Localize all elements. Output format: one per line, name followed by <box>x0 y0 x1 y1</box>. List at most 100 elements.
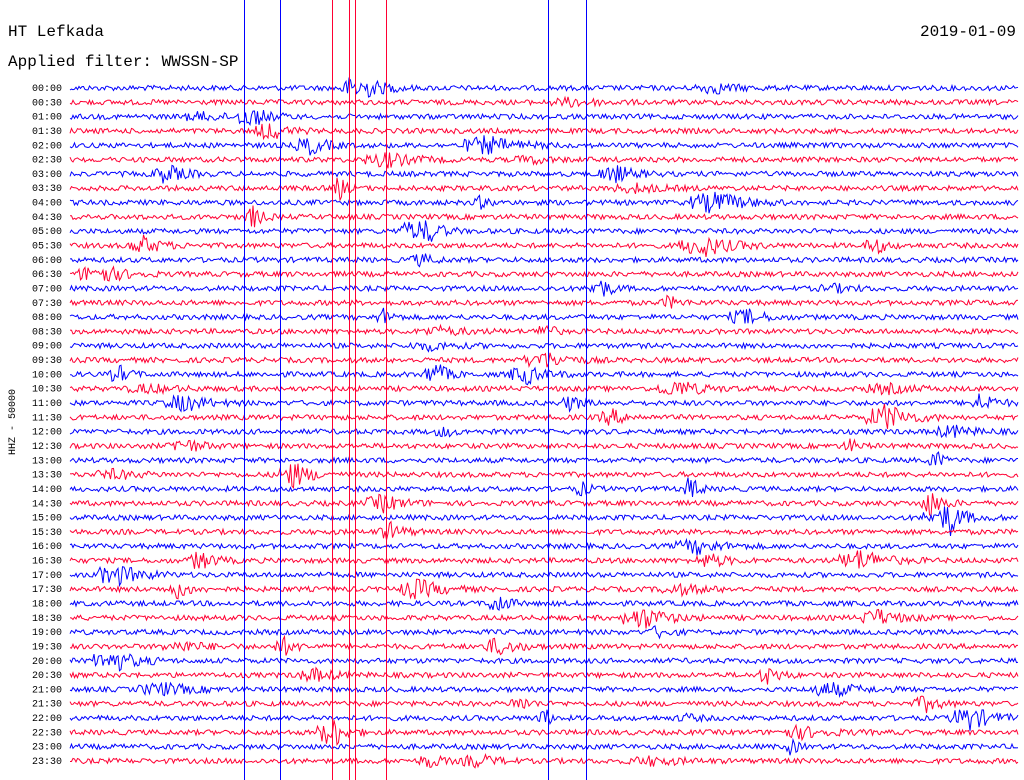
row-label: 17:30 <box>32 585 62 596</box>
trace <box>69 323 1019 337</box>
trace <box>69 737 1019 756</box>
trace <box>69 520 1019 541</box>
trace <box>69 191 1019 214</box>
trace <box>69 506 1019 537</box>
row-label: 08:00 <box>32 313 62 324</box>
row-label: 23:30 <box>32 757 62 768</box>
trace <box>70 753 1019 769</box>
row-label: 00:30 <box>32 98 62 109</box>
row-label: 18:00 <box>32 599 62 610</box>
trace <box>69 596 1019 612</box>
trace <box>69 341 1019 353</box>
trace <box>69 135 1019 156</box>
trace <box>69 550 1019 569</box>
trace <box>69 265 1019 282</box>
trace <box>69 451 1019 466</box>
trace <box>69 364 1019 386</box>
trace <box>69 634 1018 656</box>
row-label: 21:30 <box>32 700 62 711</box>
trace <box>69 280 1019 297</box>
row-label: 02:30 <box>32 156 62 167</box>
row-label: 03:30 <box>32 184 62 195</box>
row-label: 09:30 <box>32 356 62 367</box>
trace <box>69 393 1019 413</box>
row-label: 19:30 <box>32 642 62 653</box>
row-label: 02:00 <box>32 141 62 152</box>
trace <box>69 164 1019 184</box>
row-label: 14:00 <box>32 485 62 496</box>
row-label: 22:30 <box>32 728 62 739</box>
trace <box>69 152 1019 169</box>
trace <box>69 666 1019 685</box>
row-label: 04:00 <box>32 199 62 210</box>
row-label: 06:00 <box>32 256 62 267</box>
row-label: 15:00 <box>32 514 62 525</box>
trace <box>69 608 1019 629</box>
row-label: 15:30 <box>32 528 62 539</box>
row-label: 20:00 <box>32 657 62 668</box>
row-label: 22:00 <box>32 714 62 725</box>
trace <box>69 695 1019 714</box>
trace <box>69 177 1019 202</box>
trace <box>69 352 1019 369</box>
axis-label: HHZ - 50000 <box>8 389 19 455</box>
trace <box>69 537 1019 556</box>
row-label: 08:30 <box>32 327 62 338</box>
markers <box>244 0 587 780</box>
row-label: 00:00 <box>32 84 62 95</box>
traces <box>69 77 1019 769</box>
trace <box>69 381 1019 396</box>
row-label: 13:00 <box>32 456 62 467</box>
row-label: 01:30 <box>32 127 62 138</box>
row-label: 23:00 <box>32 743 62 754</box>
trace <box>69 253 1019 268</box>
row-labels: 00:00 00:30 01:00 01:30 02:00 02:30 03:00 03:30… <box>32 84 62 768</box>
row-label: 14:30 <box>32 499 62 510</box>
trace <box>69 463 1019 489</box>
trace <box>69 720 1019 747</box>
row-label: 01:00 <box>32 113 62 124</box>
row-label: 21:00 <box>32 685 62 696</box>
trace <box>69 424 1019 439</box>
trace <box>69 653 1019 672</box>
trace <box>69 493 1019 518</box>
row-label: 16:30 <box>32 557 62 568</box>
row-label: 03:00 <box>32 170 62 181</box>
trace <box>69 681 1019 699</box>
row-label: 11:30 <box>32 413 62 424</box>
date: 2019-01-09 <box>920 23 1016 41</box>
row-label: 16:00 <box>32 542 62 553</box>
row-label: 06:30 <box>32 270 62 281</box>
row-label: 10:30 <box>32 385 62 396</box>
row-label: 05:00 <box>32 227 62 238</box>
trace <box>69 566 1019 588</box>
trace <box>69 709 1019 731</box>
row-label: 09:00 <box>32 342 62 353</box>
trace <box>69 95 1019 108</box>
trace <box>69 578 1019 600</box>
trace <box>70 205 1019 228</box>
row-label: 07:00 <box>32 284 62 295</box>
trace <box>69 110 1019 126</box>
trace <box>69 220 1019 242</box>
trace <box>69 123 1019 141</box>
trace <box>69 294 1019 309</box>
row-label: 11:00 <box>32 399 62 410</box>
trace <box>69 625 1019 640</box>
row-label: 17:00 <box>32 571 62 582</box>
filter: Applied filter: WWSSN-SP <box>8 53 238 71</box>
trace <box>69 477 1019 498</box>
row-label: 10:00 <box>32 370 62 381</box>
row-label: 07:30 <box>32 299 62 310</box>
row-label: 04:30 <box>32 213 62 224</box>
trace <box>69 77 1019 98</box>
trace <box>69 307 1019 325</box>
trace <box>69 234 1019 257</box>
trace <box>69 438 1019 452</box>
row-label: 12:00 <box>32 428 62 439</box>
station: HT Lefkada <box>8 23 104 41</box>
row-label: 19:00 <box>32 628 62 639</box>
trace <box>69 403 1019 429</box>
row-label: 18:30 <box>32 614 62 625</box>
